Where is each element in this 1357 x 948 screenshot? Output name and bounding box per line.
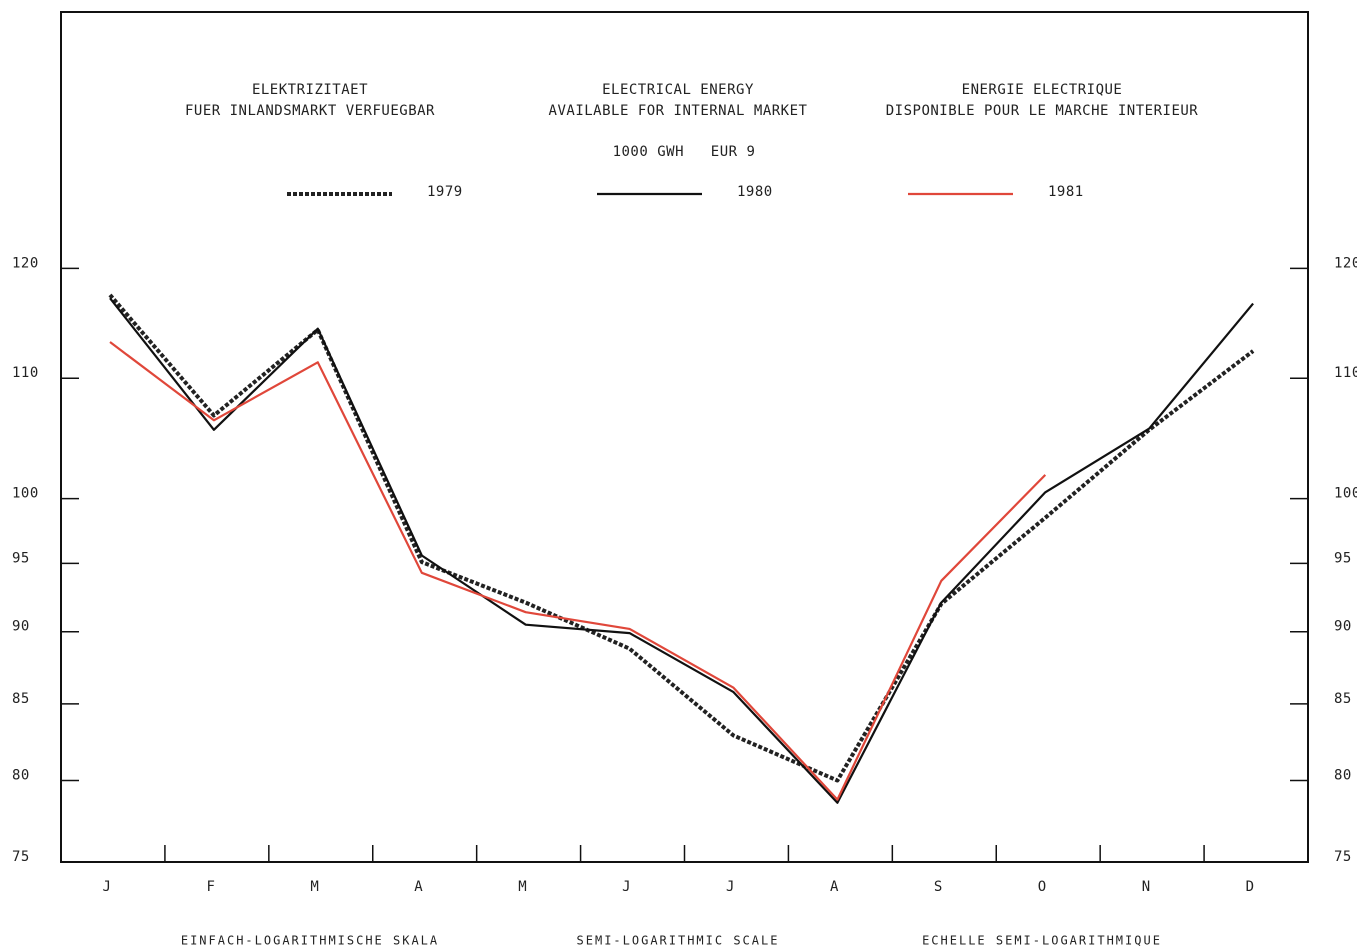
plot-frame <box>60 11 1309 863</box>
x-tick-label: J <box>726 879 735 895</box>
x-tick-label: A <box>414 879 423 895</box>
y-tick-label: 120 <box>12 255 39 271</box>
y-tick-label: 95 <box>12 550 30 566</box>
x-tick-label: D <box>1246 879 1255 895</box>
y-tick-label-right: 120 <box>1334 255 1357 271</box>
y-tick-label-right: 80 <box>1334 767 1352 783</box>
x-tick-label: O <box>1038 879 1047 895</box>
title-line: ELECTRICAL ENERGY <box>602 82 754 98</box>
x-tick-label: S <box>934 879 943 895</box>
y-tick-label: 110 <box>12 365 39 381</box>
y-tick-label: 75 <box>12 849 30 865</box>
x-tick-label: J <box>622 879 631 895</box>
y-tick-label: 85 <box>12 691 30 707</box>
y-tick-label-right: 90 <box>1334 619 1352 635</box>
y-tick-label: 90 <box>12 619 30 635</box>
legend-label: 1979 <box>427 184 463 200</box>
series-line <box>108 293 1255 783</box>
title-line: FUER INLANDSMARKT VERFUEGBAR <box>185 103 435 119</box>
x-tick-label: M <box>310 879 319 895</box>
y-tick-label-right: 110 <box>1334 365 1357 381</box>
x-tick-label: M <box>518 879 527 895</box>
title-line: ELEKTRIZITAET <box>252 82 368 98</box>
y-tick-label-right: 85 <box>1334 691 1352 707</box>
title-line: AVAILABLE FOR INTERNAL MARKET <box>549 103 808 119</box>
title-line: ENERGIE ELECTRIQUE <box>962 82 1123 98</box>
y-tick-label-right: 100 <box>1334 486 1357 502</box>
legend-label: 1981 <box>1048 184 1084 200</box>
series-line <box>109 297 1254 804</box>
y-tick-label-right: 95 <box>1334 550 1352 566</box>
x-tick-label: A <box>830 879 839 895</box>
x-tick-label: J <box>103 879 112 895</box>
scale-note: EINFACH-LOGARITHMISCHE SKALA <box>181 934 439 948</box>
scale-note: SEMI-LOGARITHMIC SCALE <box>577 934 780 948</box>
x-tick-label: F <box>206 879 215 895</box>
y-tick-label: 100 <box>12 486 39 502</box>
title-line: DISPONIBLE POUR LE MARCHE INTERIEUR <box>886 103 1199 119</box>
y-tick-label: 80 <box>12 767 30 783</box>
series-line <box>109 341 1047 801</box>
y-tick-label-right: 75 <box>1334 849 1352 865</box>
scale-note: ECHELLE SEMI-LOGARITHMIQUE <box>922 934 1162 948</box>
legend-label: 1980 <box>737 184 773 200</box>
x-tick-label: N <box>1142 879 1151 895</box>
subtitle: 1000 GWH EUR 9 <box>613 144 756 160</box>
